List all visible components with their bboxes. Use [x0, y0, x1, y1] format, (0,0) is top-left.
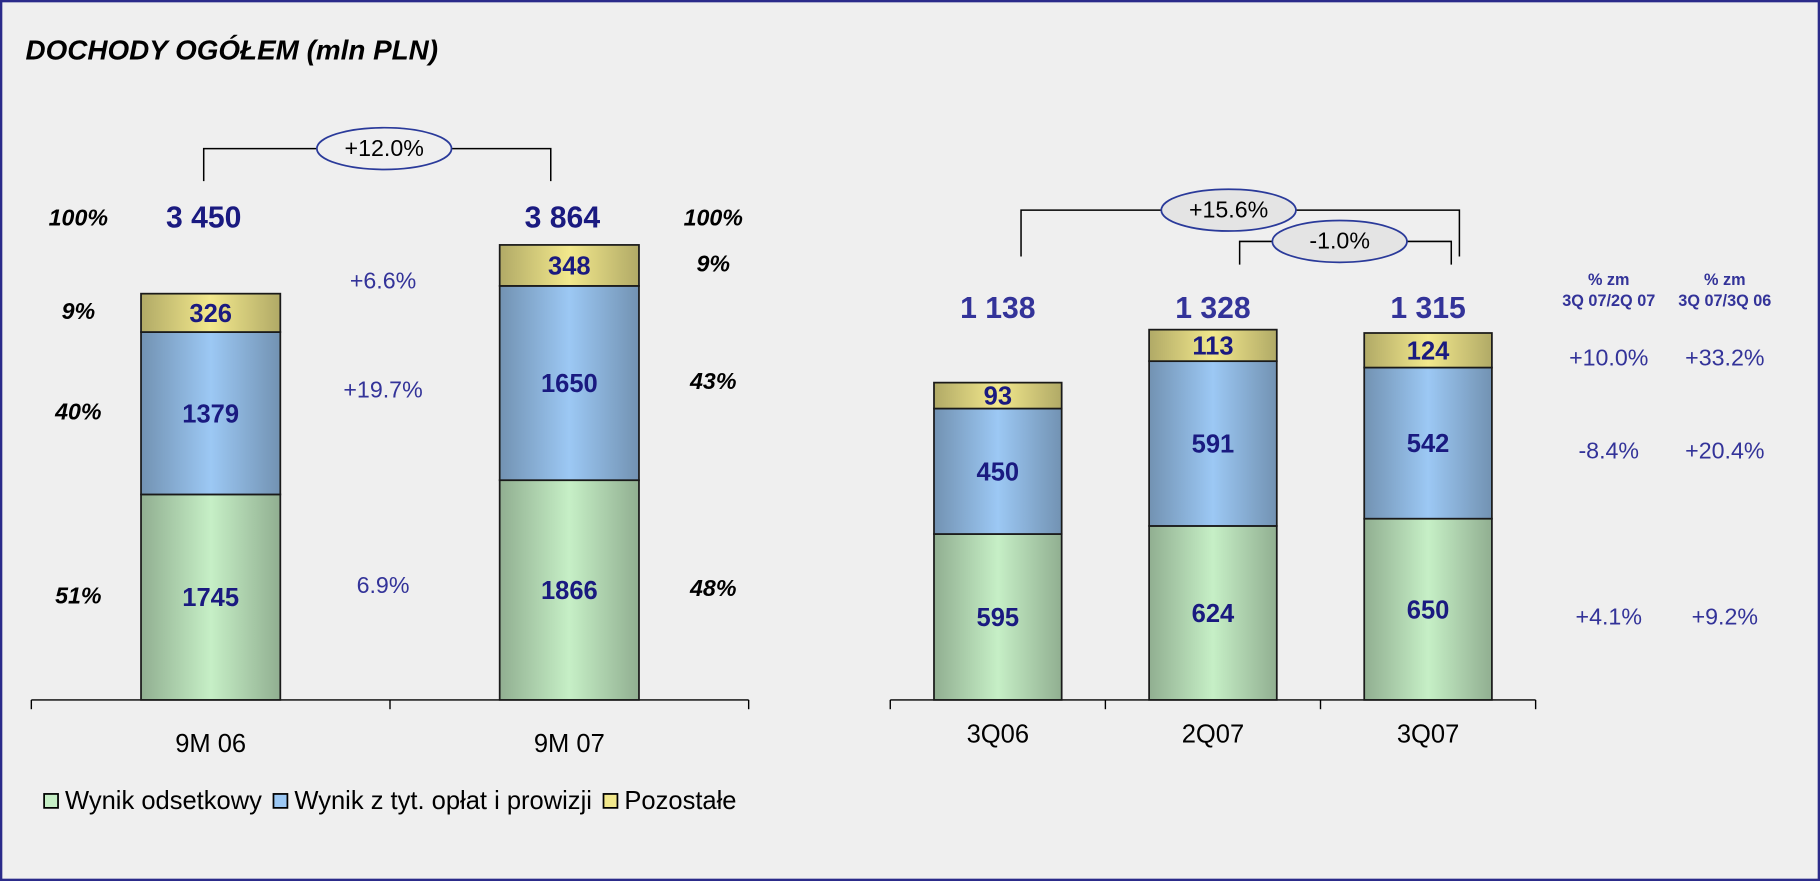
- change-header: 3Q 07/3Q 06: [1678, 292, 1771, 310]
- bar-shade: [498, 244, 640, 287]
- data-label: 348: [548, 252, 591, 280]
- chart-title: DOCHODY OGÓŁEM (mln PLN): [26, 35, 439, 66]
- bar-shade: [498, 285, 640, 482]
- share-label: 43%: [689, 368, 736, 394]
- share-label: 40%: [54, 398, 101, 424]
- total-label: 3 864: [525, 201, 601, 234]
- bar-shade: [1363, 517, 1493, 701]
- change-label: +4.1%: [1576, 604, 1642, 630]
- change-label: +19.7%: [343, 376, 422, 402]
- x-tick-label: 2Q07: [1182, 721, 1244, 749]
- data-label: 624: [1192, 600, 1235, 628]
- x-tick-label: 9M 06: [175, 730, 246, 758]
- bar-shade: [498, 479, 640, 701]
- x-tick-label: 3Q06: [967, 721, 1029, 749]
- bar-shade: [140, 292, 282, 333]
- change-header: 3Q 07/2Q 07: [1562, 292, 1655, 310]
- change-label: +6.6%: [350, 267, 416, 293]
- data-label: 113: [1192, 332, 1233, 360]
- share-label: 9%: [696, 251, 730, 277]
- bar-shade: [1148, 525, 1278, 701]
- share-label: 9%: [62, 298, 96, 324]
- bar-shade: [1148, 360, 1278, 527]
- data-label: 1745: [182, 584, 239, 612]
- share-label: 48%: [689, 575, 736, 601]
- bar-shade: [933, 407, 1063, 535]
- change-label: +9.2%: [1692, 604, 1758, 630]
- change-label: -8.4%: [1578, 438, 1639, 464]
- bar-shade: [1148, 328, 1278, 363]
- data-label: 450: [977, 458, 1020, 486]
- data-label: 591: [1192, 431, 1235, 459]
- bracket-label: -1.0%: [1309, 228, 1370, 254]
- legend-swatch: [43, 793, 59, 809]
- bar-shade: [140, 331, 282, 496]
- share-label: 100%: [49, 205, 108, 231]
- legend-label: Wynik odsetkowy: [65, 787, 262, 815]
- bar-shade: [140, 493, 282, 701]
- bracket-bubble: [316, 126, 453, 171]
- share-label: 100%: [684, 205, 743, 231]
- data-label: 93: [984, 383, 1012, 411]
- data-label: 1866: [541, 577, 598, 605]
- bar-shade: [1363, 332, 1493, 369]
- change-label: 6.9%: [357, 572, 410, 598]
- change-header: % zm: [1704, 271, 1746, 289]
- bracket-bubble: [1271, 219, 1408, 264]
- legend-label: Pozostałe: [624, 787, 736, 815]
- bracket-bubble: [1160, 188, 1297, 232]
- bracket-label: +15.6%: [1189, 196, 1268, 222]
- total-label: 1 138: [960, 292, 1035, 325]
- change-header: % zm: [1588, 271, 1630, 289]
- legend-swatch: [602, 793, 619, 809]
- change-label: +33.2%: [1685, 345, 1764, 371]
- total-label: 1 328: [1175, 292, 1250, 325]
- data-label: 124: [1407, 337, 1450, 365]
- data-label: 1650: [541, 370, 598, 398]
- bracket-label: +12.0%: [345, 135, 424, 161]
- total-label: 1 315: [1390, 292, 1465, 325]
- total-label: 3 450: [166, 201, 241, 234]
- bar-shade: [933, 381, 1063, 410]
- change-label: +10.0%: [1569, 345, 1648, 371]
- share-label: 51%: [55, 582, 101, 608]
- legend-swatch: [272, 793, 289, 809]
- legend-label: Wynik z tyt. opłat i prowizji: [294, 787, 592, 815]
- change-label: +20.4%: [1685, 438, 1764, 464]
- data-label: 1379: [182, 400, 239, 428]
- data-label: 542: [1407, 430, 1450, 458]
- data-label: 650: [1407, 596, 1450, 624]
- data-label: 595: [977, 604, 1020, 632]
- x-tick-label: 3Q07: [1397, 721, 1459, 749]
- data-label: 326: [189, 300, 232, 328]
- x-tick-label: 9M 07: [534, 730, 605, 758]
